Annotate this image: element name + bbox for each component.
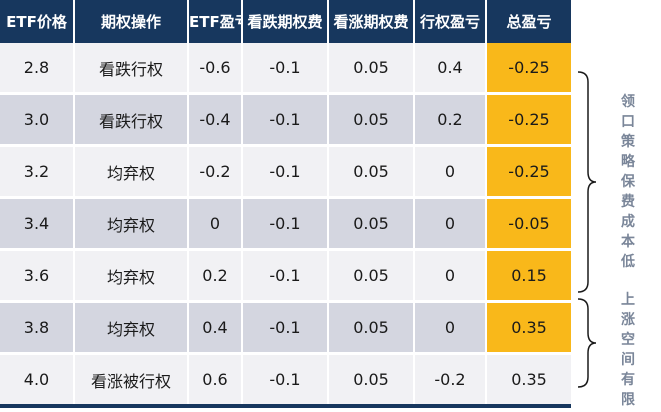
cell-total-pnl: 0.15 (486, 249, 571, 303)
cell-option-action: 均弃权 (74, 301, 189, 355)
header-call-premium: 看涨期权费 (328, 0, 415, 43)
cell-etf-price: 4.0 (0, 353, 75, 408)
header-total-pnl: 总盈亏 (486, 0, 571, 43)
cell-call-premium: 0.05 (328, 249, 415, 303)
header-put-premium: 看跌期权费 (242, 0, 329, 43)
cell-exercise-pnl: 0.4 (414, 43, 487, 95)
cell-exercise-pnl: 0.2 (414, 93, 487, 147)
cell-exercise-pnl: -0.2 (414, 353, 487, 408)
cell-option-action: 均弃权 (74, 197, 189, 251)
cell-total-pnl: 0.35 (486, 353, 571, 408)
cell-etf-price: 3.2 (0, 145, 75, 199)
table-row: 3.6 均弃权 0.2 -0.1 0.05 0 0.15 (0, 249, 571, 303)
cell-etf-pnl: 0.2 (188, 249, 243, 303)
cell-call-premium: 0.05 (328, 353, 415, 408)
cell-put-premium: -0.1 (242, 145, 329, 199)
cell-etf-pnl: -0.6 (188, 43, 243, 95)
collar-cost-bracket (576, 70, 600, 294)
cell-total-pnl: -0.25 (486, 93, 571, 147)
cell-total-pnl: -0.05 (486, 197, 571, 251)
cell-total-pnl: 0.35 (486, 301, 571, 355)
cell-put-premium: -0.1 (242, 301, 329, 355)
cell-etf-pnl: 0 (188, 197, 243, 251)
cell-put-premium: -0.1 (242, 197, 329, 251)
upside-limit-label: 上涨空间有限 (621, 292, 635, 408)
cell-total-pnl: -0.25 (486, 145, 571, 199)
cell-put-premium: -0.1 (242, 43, 329, 95)
cell-exercise-pnl: 0 (414, 197, 487, 251)
cell-etf-price: 3.0 (0, 93, 75, 147)
cell-put-premium: -0.1 (242, 249, 329, 303)
cell-call-premium: 0.05 (328, 197, 415, 251)
header-option-action: 期权操作 (74, 0, 189, 43)
cell-call-premium: 0.05 (328, 43, 415, 95)
cell-etf-pnl: 0.6 (188, 353, 243, 408)
cell-exercise-pnl: 0 (414, 249, 487, 303)
cell-option-action: 看跌行权 (74, 43, 189, 95)
cell-call-premium: 0.05 (328, 301, 415, 355)
header-etf-price: ETF价格 (0, 0, 75, 43)
cell-etf-price: 3.8 (0, 301, 75, 355)
collar-cost-label: 领口策略保费成本低 (621, 94, 635, 270)
cell-option-action: 均弃权 (74, 145, 189, 199)
table-row: 3.0 看跌行权 -0.4 -0.1 0.05 0.2 -0.25 (0, 93, 571, 147)
cell-etf-price: 3.4 (0, 197, 75, 251)
cell-put-premium: -0.1 (242, 353, 329, 408)
table-row: 4.0 看涨被行权 0.6 -0.1 0.05 -0.2 0.35 (0, 353, 571, 408)
cell-etf-pnl: -0.4 (188, 93, 243, 147)
table-header-row: ETF价格 期权操作 ETF盈亏 看跌期权费 看涨期权费 行权盈亏 总盈亏 (0, 0, 571, 43)
cell-option-action: 均弃权 (74, 249, 189, 303)
cell-option-action: 看涨被行权 (74, 353, 189, 408)
cell-total-pnl: -0.25 (486, 43, 571, 95)
cell-etf-pnl: 0.4 (188, 301, 243, 355)
table-row: 3.4 均弃权 0 -0.1 0.05 0 -0.05 (0, 197, 571, 251)
etf-collar-payoff-table: ETF价格 期权操作 ETF盈亏 看跌期权费 看涨期权费 行权盈亏 总盈亏 2.… (0, 0, 571, 408)
header-etf-pnl: ETF盈亏 (188, 0, 243, 43)
upside-limit-bracket (576, 297, 600, 389)
cell-call-premium: 0.05 (328, 93, 415, 147)
table-row: 3.2 均弃权 -0.2 -0.1 0.05 0 -0.25 (0, 145, 571, 199)
cell-exercise-pnl: 0 (414, 301, 487, 355)
cell-etf-price: 2.8 (0, 43, 75, 95)
cell-option-action: 看跌行权 (74, 93, 189, 147)
cell-put-premium: -0.1 (242, 93, 329, 147)
header-exercise-pnl: 行权盈亏 (414, 0, 487, 43)
table-row: 2.8 看跌行权 -0.6 -0.1 0.05 0.4 -0.25 (0, 43, 571, 95)
table-row: 3.8 均弃权 0.4 -0.1 0.05 0 0.35 (0, 301, 571, 355)
cell-etf-pnl: -0.2 (188, 145, 243, 199)
cell-call-premium: 0.05 (328, 145, 415, 199)
cell-exercise-pnl: 0 (414, 145, 487, 199)
cell-etf-price: 3.6 (0, 249, 75, 303)
